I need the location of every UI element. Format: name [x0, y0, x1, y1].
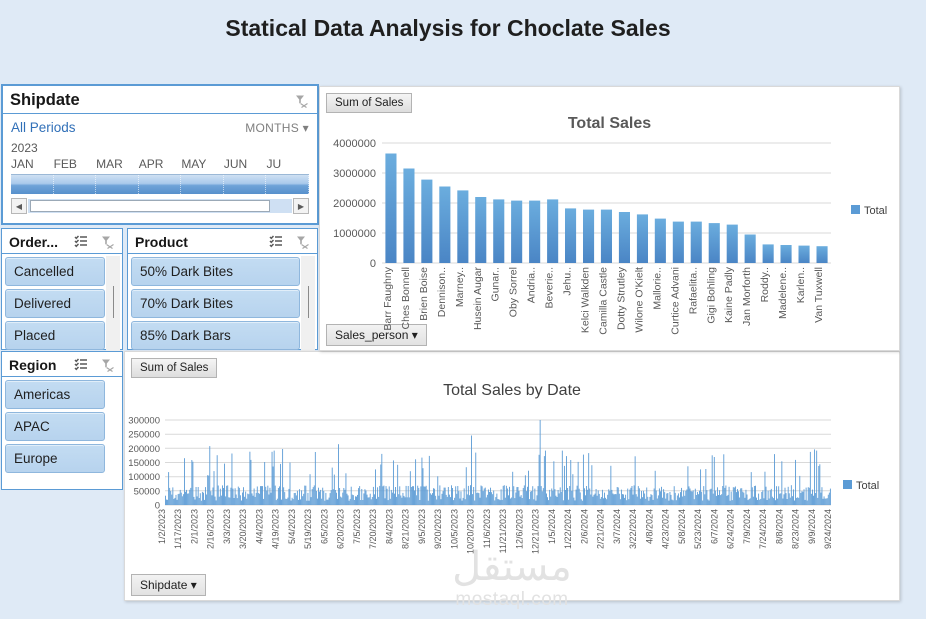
svg-text:Dotty Strutley: Dotty Strutley [616, 266, 628, 330]
svg-text:Marney..: Marney.. [454, 267, 466, 307]
svg-text:6/24/2024: 6/24/2024 [726, 509, 736, 549]
svg-text:Gigi Bohling: Gigi Bohling [705, 267, 717, 324]
svg-text:100000: 100000 [128, 472, 160, 483]
svg-text:5/23/2024: 5/23/2024 [693, 509, 703, 549]
svg-text:Oby Sorrel: Oby Sorrel [508, 267, 520, 317]
svg-text:Curtice Advani: Curtice Advani [669, 267, 681, 335]
svg-text:1/2/2023: 1/2/2023 [157, 509, 167, 544]
svg-text:2/16/2023: 2/16/2023 [206, 509, 216, 549]
svg-text:8/21/2023: 8/21/2023 [401, 509, 411, 549]
svg-text:Van Tuxwell: Van Tuxwell [813, 267, 825, 323]
svg-text:1/22/2024: 1/22/2024 [563, 509, 573, 549]
svg-text:Ches Bonnell: Ches Bonnell [400, 267, 412, 329]
svg-text:4/8/2024: 4/8/2024 [644, 509, 654, 544]
svg-text:9/24/2024: 9/24/2024 [823, 509, 833, 549]
svg-text:6/7/2024: 6/7/2024 [709, 509, 719, 544]
svg-text:150000: 150000 [128, 458, 160, 469]
svg-text:1/5/2024: 1/5/2024 [547, 509, 557, 544]
svg-text:10/20/2023: 10/20/2023 [466, 509, 476, 554]
svg-text:4/4/2023: 4/4/2023 [255, 509, 265, 544]
svg-text:7/24/2024: 7/24/2024 [758, 509, 768, 549]
svg-text:4/23/2024: 4/23/2024 [661, 509, 671, 549]
svg-text:6/20/2023: 6/20/2023 [336, 509, 346, 549]
svg-text:3/7/2024: 3/7/2024 [612, 509, 622, 544]
svg-text:9/20/2023: 9/20/2023 [433, 509, 443, 549]
svg-text:6/5/2023: 6/5/2023 [319, 509, 329, 544]
svg-text:50000: 50000 [134, 486, 160, 497]
svg-text:Madelene..: Madelene.. [777, 267, 789, 319]
svg-text:Karlen..: Karlen.. [795, 267, 807, 303]
svg-text:3/3/2023: 3/3/2023 [222, 509, 232, 544]
svg-text:8/23/2024: 8/23/2024 [791, 509, 801, 549]
svg-text:Jehu..: Jehu.. [562, 267, 574, 296]
svg-text:7/9/2024: 7/9/2024 [742, 509, 752, 544]
svg-text:Rafaelita..: Rafaelita.. [687, 267, 699, 314]
svg-text:3/22/2024: 3/22/2024 [628, 509, 638, 549]
svg-text:Jan Morforth: Jan Morforth [741, 267, 753, 326]
svg-text:9/5/2023: 9/5/2023 [417, 509, 427, 544]
svg-text:Dennison..: Dennison.. [436, 267, 448, 317]
svg-text:Husein Augar: Husein Augar [472, 267, 484, 331]
svg-text:Barr Faughny: Barr Faughny [382, 266, 394, 330]
svg-text:Andria..: Andria.. [526, 267, 538, 303]
svg-text:1000000: 1000000 [333, 228, 376, 240]
svg-text:5/8/2024: 5/8/2024 [677, 509, 687, 544]
svg-text:11/6/2023: 11/6/2023 [482, 509, 492, 548]
svg-text:Gunar..: Gunar.. [490, 267, 502, 301]
svg-text:2/21/2024: 2/21/2024 [596, 509, 606, 549]
svg-text:Kelci Walkden: Kelci Walkden [580, 267, 592, 333]
svg-text:4000000: 4000000 [333, 138, 376, 150]
svg-text:10/5/2023: 10/5/2023 [449, 509, 459, 549]
svg-text:2/1/2023: 2/1/2023 [190, 509, 200, 544]
svg-text:Mallorie..: Mallorie.. [651, 267, 663, 310]
svg-text:4/19/2023: 4/19/2023 [271, 509, 281, 549]
svg-text:8/4/2023: 8/4/2023 [384, 509, 394, 544]
svg-text:Wilone O'Kielt: Wilone O'Kielt [633, 267, 645, 333]
svg-text:8/8/2024: 8/8/2024 [774, 509, 784, 544]
svg-text:3/20/2023: 3/20/2023 [238, 509, 248, 549]
svg-text:2000000: 2000000 [333, 198, 376, 210]
svg-text:Kaine Padly: Kaine Padly [723, 266, 735, 323]
svg-text:300000: 300000 [128, 416, 160, 427]
svg-text:9/9/2024: 9/9/2024 [807, 509, 817, 544]
svg-text:200000: 200000 [128, 444, 160, 455]
svg-text:Camilla Castle: Camilla Castle [598, 267, 610, 335]
svg-text:11/21/2023: 11/21/2023 [498, 509, 508, 553]
svg-text:3000000: 3000000 [333, 168, 376, 180]
svg-text:5/4/2023: 5/4/2023 [287, 509, 297, 544]
svg-text:Beverie..: Beverie.. [544, 267, 556, 308]
svg-text:250000: 250000 [128, 430, 160, 441]
svg-text:12/21/2023: 12/21/2023 [531, 509, 541, 554]
svg-text:Roddy..: Roddy.. [759, 267, 771, 302]
svg-text:Brien Boise: Brien Boise [418, 267, 430, 321]
svg-text:5/19/2023: 5/19/2023 [303, 509, 313, 549]
svg-text:7/20/2023: 7/20/2023 [368, 509, 378, 549]
svg-text:12/6/2023: 12/6/2023 [514, 509, 524, 549]
svg-text:0: 0 [370, 258, 376, 270]
svg-text:7/5/2023: 7/5/2023 [352, 509, 362, 544]
svg-text:1/17/2023: 1/17/2023 [173, 509, 183, 549]
svg-text:2/6/2024: 2/6/2024 [579, 509, 589, 544]
